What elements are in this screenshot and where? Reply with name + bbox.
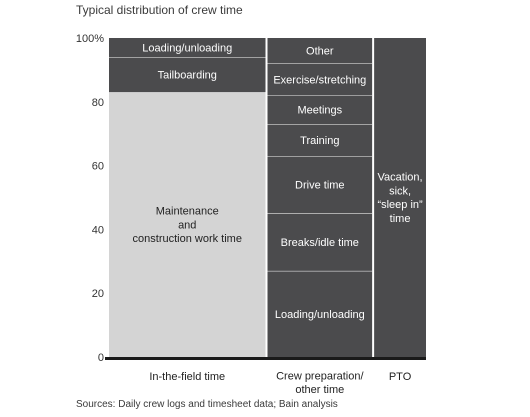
segment-bar — [267, 63, 373, 96]
segment-label: Exercise/stretching — [273, 74, 366, 86]
x-category-label: In-the-field time — [149, 371, 225, 383]
segment-label: Loading/unloading — [275, 309, 365, 321]
segment-bar — [267, 156, 373, 214]
x-category-label: PTO — [389, 371, 412, 383]
segment-bar — [109, 57, 266, 93]
segment-label: Vacation, sick, “sleep in” time — [377, 172, 423, 225]
segment-bar — [267, 38, 373, 64]
y-tick-label: 80 — [92, 97, 104, 109]
segment-label: Loading/unloading — [142, 42, 232, 54]
y-tick-label: 100% — [76, 33, 104, 45]
segment-label: Training — [300, 135, 339, 147]
y-tick-label: 40 — [92, 224, 104, 236]
segment-label: Meetings — [297, 105, 342, 117]
chart-title: Typical distribution of crew time — [76, 3, 243, 17]
y-tick-label: 20 — [92, 288, 104, 300]
x-category-label: Crew preparation/other time — [276, 370, 364, 396]
segment-bar — [267, 95, 373, 125]
segment-bar — [267, 124, 373, 157]
segment-label: Other — [306, 46, 334, 58]
segment-label: Tailboarding — [158, 70, 217, 82]
segment-bar — [267, 270, 373, 357]
source-note: Sources: Daily crew logs and timesheet d… — [76, 399, 338, 410]
y-tick-label: 0 — [98, 352, 104, 364]
y-tick-label: 60 — [92, 161, 104, 173]
segment-label: Breaks/idle time — [281, 237, 359, 249]
segment-bar — [267, 213, 373, 271]
segment-label: Drive time — [295, 180, 345, 192]
segment-bar — [109, 38, 266, 58]
segment-bar — [374, 38, 426, 357]
segment-bar — [109, 92, 266, 357]
segment-label: Maintenance and construction work time — [133, 206, 242, 246]
